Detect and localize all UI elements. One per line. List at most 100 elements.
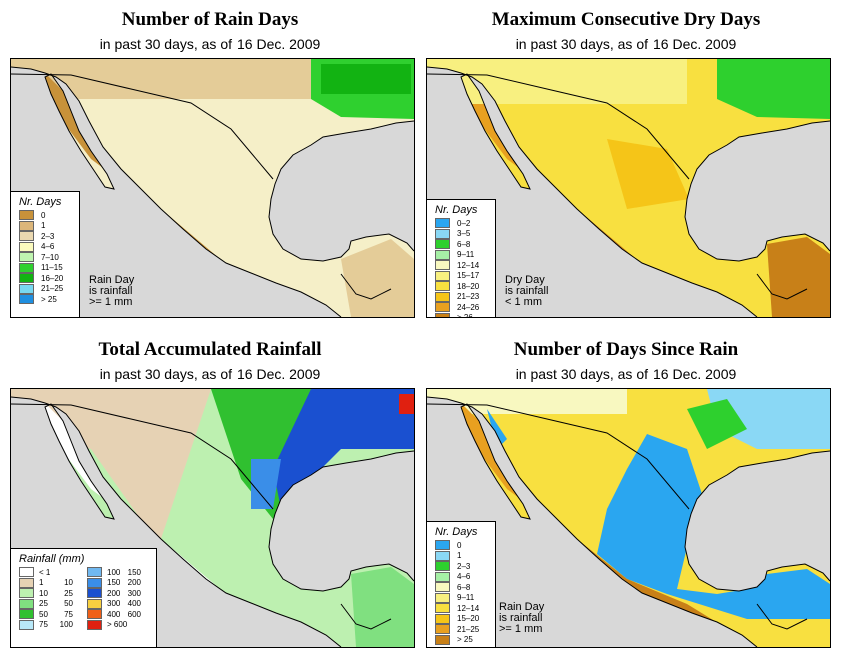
days-since-legend-swatch	[435, 603, 450, 614]
days-since-legend-swatch	[435, 561, 450, 572]
dry-days-legend-swatch	[435, 302, 450, 313]
dry-days-legend-label: 0–2	[457, 218, 471, 228]
rain-days-legend-item: 16–20	[11, 273, 79, 284]
dry-days-legend-label: 15–17	[457, 271, 480, 281]
days-since-legend-label: 15–20	[457, 614, 480, 624]
days-since-map: Nr. Days 0 1 2–3 4–6 6–8 9–11 12–14 15–20 21–25 >…	[426, 388, 831, 648]
days-since-panel: Number of Days Since Rain in past 30 day…	[416, 330, 836, 655]
total-rainfall-legend-item: > 600	[79, 619, 141, 631]
dry-days-legend-item: 21–23	[427, 291, 495, 303]
rain-days-note-line-2: is rainfall	[89, 285, 133, 297]
days-since-legend-label: 12–14	[457, 603, 480, 613]
rain-days-legend-label: 1	[41, 221, 46, 231]
total-rainfall-legend-label: 100 150	[107, 567, 141, 577]
dry-days-legend-swatch	[435, 228, 450, 239]
dry-days-legend-label: 6–8	[457, 239, 471, 249]
days-since-legend-swatch	[435, 634, 450, 645]
total-rainfall-subtitle-date: 16 Dec. 2009	[237, 366, 321, 382]
days-since-legend-item: 1	[427, 550, 495, 562]
dry-days-subtitle: in past 30 days, as of 16 Dec. 2009	[416, 36, 836, 52]
days-since-note-line-2: is rainfall	[499, 612, 543, 624]
rain-days-legend-swatch	[19, 283, 34, 294]
total-rainfall-legend-label: 25 50	[39, 599, 73, 609]
rain-days-legend-swatch	[19, 252, 34, 263]
total-rainfall-legend-swatch	[19, 609, 34, 620]
rain-days-legend-label: 2–3	[41, 231, 55, 241]
total-rainfall-legend-swatch	[87, 577, 102, 588]
days-since-legend-label: 0	[457, 540, 462, 550]
total-rainfall-legend-swatch	[19, 567, 34, 578]
dry-days-note: Dry Day is rainfall < 1 mm	[505, 275, 548, 308]
rain-days-legend-swatch	[19, 241, 34, 252]
dry-days-legend-label: 24–26	[457, 302, 480, 312]
days-since-subtitle-date: 16 Dec. 2009	[653, 366, 737, 382]
days-since-note-line-1: Rain Day	[499, 601, 545, 613]
dry-days-legend-swatch	[435, 218, 450, 229]
dry-days-title: Maximum Consecutive Dry Days	[491, 9, 761, 30]
total-rainfall-legend-label: < 1	[39, 567, 51, 577]
dry-days-legend-label: 21–23	[457, 292, 480, 302]
total-rainfall-legend-item: 50 75	[11, 609, 73, 620]
dry-days-legend-label: > 26	[457, 313, 473, 318]
total-rainfall-legend-label: 150 200	[107, 578, 141, 588]
total-rainfall-legend-swatch	[19, 588, 34, 599]
dry-days-legend-item: 15–17	[427, 270, 495, 282]
dry-days-legend-item: 6–8	[427, 239, 495, 250]
rain-days-legend-item: 7–10	[11, 252, 79, 263]
total-rainfall-legend-swatch	[87, 588, 102, 599]
days-since-legend-item: 0	[427, 540, 495, 551]
rain-days-legend-label: 16–20	[41, 273, 64, 283]
days-since-legend-swatch	[435, 582, 450, 593]
dry-days-subtitle-period: in past 30 days, as of	[515, 36, 648, 52]
dry-days-legend: Nr. Days 0–2 3–5 6–8 9–11 12–14 15–17 18–20 21–…	[427, 199, 496, 317]
days-since-legend-label: 6–8	[457, 582, 471, 592]
rain-days-note-line-1: Rain Day	[89, 274, 135, 286]
days-since-legend-title: Nr. Days	[435, 526, 478, 538]
days-since-legend-item: 4–6	[427, 571, 495, 583]
dry-days-legend-swatch	[435, 260, 450, 271]
dry-days-legend-item: > 26	[427, 312, 495, 318]
days-since-title: Number of Days Since Rain	[513, 339, 739, 360]
days-since-subtitle: in past 30 days, as of 16 Dec. 2009	[416, 366, 836, 382]
days-since-legend-swatch	[435, 540, 450, 551]
total-rainfall-legend-swatch	[87, 609, 102, 620]
days-since-subtitle-period: in past 30 days, as of	[515, 366, 648, 382]
dry-days-legend-swatch	[435, 270, 450, 281]
rain-days-legend-item: 0	[11, 210, 79, 221]
days-since-legend-item: 2–3	[427, 561, 495, 572]
rain-days-legend-swatch	[19, 273, 34, 284]
dry-days-legend-item: 3–5	[427, 228, 495, 240]
total-rainfall-legend-label: 50 75	[39, 609, 73, 619]
dry-days-legend-swatch	[435, 239, 450, 250]
dry-days-map: Nr. Days 0–2 3–5 6–8 9–11 12–14 15–17 18–20 21–…	[426, 58, 831, 318]
days-since-legend-item: 15–20	[427, 613, 495, 625]
rain-days-legend: Nr. Days 0 1 2–3 4–6 7–10 11–15 16–20 21–25 > 25	[11, 191, 80, 317]
dry-days-legend-label: 18–20	[457, 281, 480, 291]
rain-days-title: Number of Rain Days	[121, 9, 299, 30]
total-rainfall-panel: Total Accumulated Rainfall in past 30 da…	[0, 330, 420, 655]
dry-days-panel: Maximum Consecutive Dry Days in past 30 …	[416, 0, 836, 325]
rain-days-legend-swatch	[19, 294, 34, 305]
rain-days-legend-label: 21–25	[41, 284, 64, 294]
rain-days-legend-item: 11–15	[11, 262, 79, 274]
rain-days-legend-item: 21–25	[11, 283, 79, 295]
dry-days-legend-item: 12–14	[427, 260, 495, 271]
dry-days-legend-title: Nr. Days	[435, 204, 478, 216]
days-since-legend-swatch	[435, 592, 450, 603]
total-rainfall-title: Total Accumulated Rainfall	[98, 339, 322, 360]
total-rainfall-legend-item: 25 50	[11, 598, 73, 610]
total-rainfall-legend-item: 400 600	[79, 609, 141, 620]
total-rainfall-legend-label: 75 100	[39, 620, 73, 630]
days-since-legend-swatch	[435, 624, 450, 635]
dry-days-subtitle-date: 16 Dec. 2009	[653, 36, 737, 52]
total-rainfall-legend-swatch	[19, 577, 34, 588]
rain-days-legend-label: 4–6	[41, 242, 55, 252]
total-rainfall-map: Rainfall (mm) < 1 1 10 10 25 25 50 50 75 75 100 10…	[10, 388, 415, 648]
total-rainfall-legend-label: 1 10	[39, 578, 73, 588]
total-rainfall-legend-item: 200 300	[79, 588, 141, 599]
dry-days-legend-item: 18–20	[427, 281, 495, 292]
rain-days-legend-label: 0	[41, 210, 46, 220]
total-rainfall-subtitle: in past 30 days, as of 16 Dec. 2009	[0, 366, 420, 382]
rain-days-note-line-3: >= 1 mm	[89, 296, 133, 308]
rain-days-legend-swatch	[19, 220, 34, 231]
